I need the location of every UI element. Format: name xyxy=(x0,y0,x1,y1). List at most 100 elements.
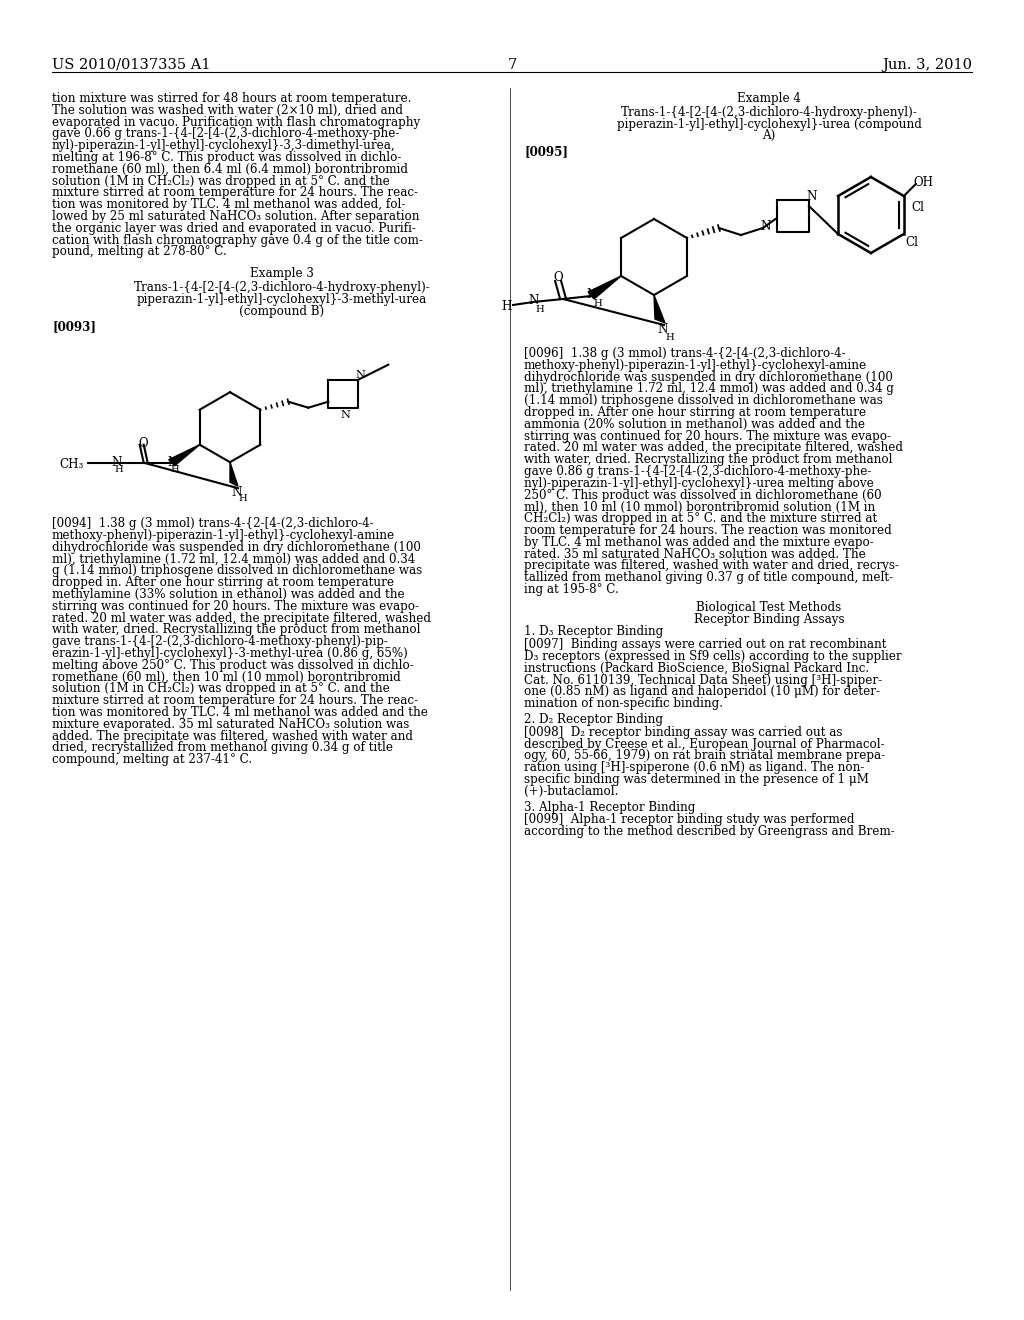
Text: tion was monitored by TLC. 4 ml methanol was added, fol-: tion was monitored by TLC. 4 ml methanol… xyxy=(52,198,406,211)
Text: piperazin-1-yl]-ethyl]-cyclohexyl}-3-methyl-urea: piperazin-1-yl]-ethyl]-cyclohexyl}-3-met… xyxy=(137,293,427,306)
Text: Example 4: Example 4 xyxy=(737,92,801,106)
Text: gave 0.66 g trans-1-{4-[2-[4-(2,3-dichloro-4-methoxy-phe-: gave 0.66 g trans-1-{4-[2-[4-(2,3-dichlo… xyxy=(52,128,399,140)
Text: dropped in. After one hour stirring at room temperature: dropped in. After one hour stirring at r… xyxy=(52,577,394,589)
Text: [0098]  D₂ receptor binding assay was carried out as: [0098] D₂ receptor binding assay was car… xyxy=(524,726,843,739)
Text: cation with flash chromatography gave 0.4 g of the title com-: cation with flash chromatography gave 0.… xyxy=(52,234,423,247)
Text: (+)-butaclamol.: (+)-butaclamol. xyxy=(524,785,618,797)
Text: methoxy-phenyl)-piperazin-1-yl]-ethyl}-cyclohexyl-amine: methoxy-phenyl)-piperazin-1-yl]-ethyl}-c… xyxy=(52,529,395,543)
Text: [0093]: [0093] xyxy=(52,321,96,334)
Text: ration using [³H]-spiperone (0.6 nM) as ligand. The non-: ration using [³H]-spiperone (0.6 nM) as … xyxy=(524,762,864,775)
Text: compound, melting at 237-41° C.: compound, melting at 237-41° C. xyxy=(52,754,252,766)
Text: [0095]: [0095] xyxy=(524,145,568,158)
Text: N: N xyxy=(586,288,597,301)
Text: Cat. No. 6110139, Technical Data Sheet) using [³H]-spiper-: Cat. No. 6110139, Technical Data Sheet) … xyxy=(524,673,882,686)
Text: erazin-1-yl]-ethyl]-cyclohexyl}-3-methyl-urea (0.86 g, 65%): erazin-1-yl]-ethyl]-cyclohexyl}-3-methyl… xyxy=(52,647,408,660)
Text: mination of non-specific binding.: mination of non-specific binding. xyxy=(524,697,723,710)
Text: methoxy-phenyl)-piperazin-1-yl]-ethyl}-cyclohexyl-amine: methoxy-phenyl)-piperazin-1-yl]-ethyl}-c… xyxy=(524,359,867,372)
Text: methylamine (33% solution in ethanol) was added and the: methylamine (33% solution in ethanol) wa… xyxy=(52,587,404,601)
Text: Cl: Cl xyxy=(911,201,925,214)
Text: rated. 20 ml water was added, the precipitate filtered, washed: rated. 20 ml water was added, the precip… xyxy=(52,611,431,624)
Text: OH: OH xyxy=(913,176,934,189)
Text: described by Creese et al., European Journal of Pharmacol-: described by Creese et al., European Jou… xyxy=(524,738,885,751)
Text: with water, dried. Recrystallizing the product from methanol: with water, dried. Recrystallizing the p… xyxy=(52,623,421,636)
Text: piperazin-1-yl]-ethyl]-cyclohexyl}-urea (compound: piperazin-1-yl]-ethyl]-cyclohexyl}-urea … xyxy=(616,117,922,131)
Text: solution (1M in CH₂Cl₂) was dropped in at 5° C. and the: solution (1M in CH₂Cl₂) was dropped in a… xyxy=(52,682,390,696)
Polygon shape xyxy=(169,445,200,466)
Text: N: N xyxy=(528,294,539,308)
Text: dihydrochloride was suspended in dry dichloromethane (100: dihydrochloride was suspended in dry dic… xyxy=(52,541,421,554)
Text: lowed by 25 ml saturated NaHCO₃ solution. After separation: lowed by 25 ml saturated NaHCO₃ solution… xyxy=(52,210,420,223)
Text: H: H xyxy=(238,494,247,503)
Text: romethane (60 ml), then 6.4 ml (6.4 mmol) borontribromid: romethane (60 ml), then 6.4 ml (6.4 mmol… xyxy=(52,162,408,176)
Text: dropped in. After one hour stirring at room temperature: dropped in. After one hour stirring at r… xyxy=(524,407,866,418)
Text: Jun. 3, 2010: Jun. 3, 2010 xyxy=(882,58,972,73)
Text: melting above 250° C. This product was dissolved in dichlo-: melting above 250° C. This product was d… xyxy=(52,659,414,672)
Text: instructions (Packard BioScience, BioSignal Packard Inc.: instructions (Packard BioScience, BioSig… xyxy=(524,661,869,675)
Text: H: H xyxy=(115,465,124,474)
Text: H: H xyxy=(665,333,674,342)
Text: ml), triethylamine (1.72 ml, 12.4 mmol) was added and 0.34: ml), triethylamine (1.72 ml, 12.4 mmol) … xyxy=(52,553,416,565)
Text: ml), then 10 ml (10 mmol) borontribromid solution (1M in: ml), then 10 ml (10 mmol) borontribromid… xyxy=(524,500,876,513)
Text: 3. Alpha-1 Receptor Binding: 3. Alpha-1 Receptor Binding xyxy=(524,801,695,813)
Text: mixture stirred at room temperature for 24 hours. The reac-: mixture stirred at room temperature for … xyxy=(52,694,418,708)
Text: N: N xyxy=(761,220,771,234)
Text: Trans-1-{4-[2-[4-(2,3-dichloro-4-hydroxy-phenyl)-: Trans-1-{4-[2-[4-(2,3-dichloro-4-hydroxy… xyxy=(621,106,918,119)
Text: CH₂Cl₂) was dropped in at 5° C. and the mixture stirred at: CH₂Cl₂) was dropped in at 5° C. and the … xyxy=(524,512,878,525)
Text: O: O xyxy=(553,271,563,284)
Text: tion mixture was stirred for 48 hours at room temperature.: tion mixture was stirred for 48 hours at… xyxy=(52,92,412,106)
Text: [0094]  1.38 g (3 mmol) trans-4-{2-[4-(2,3-dichloro-4-: [0094] 1.38 g (3 mmol) trans-4-{2-[4-(2,… xyxy=(52,517,374,531)
Text: the organic layer was dried and evaporated in vacuo. Purifi-: the organic layer was dried and evaporat… xyxy=(52,222,416,235)
Text: nyl)-piperazin-1-yl]-ethyl]-cyclohexyl}-3,3-dimethyl-urea,: nyl)-piperazin-1-yl]-ethyl]-cyclohexyl}-… xyxy=(52,139,395,152)
Text: H: H xyxy=(593,300,602,308)
Text: evaporated in vacuo. Purification with flash chromatography: evaporated in vacuo. Purification with f… xyxy=(52,116,420,128)
Text: (compound B): (compound B) xyxy=(240,305,325,318)
Text: dihydrochloride was suspended in dry dichloromethane (100: dihydrochloride was suspended in dry dic… xyxy=(524,371,893,384)
Text: Trans-1-{4-[2-[4-(2,3-dichloro-4-hydroxy-phenyl)-: Trans-1-{4-[2-[4-(2,3-dichloro-4-hydroxy… xyxy=(133,281,430,294)
Text: mixture stirred at room temperature for 24 hours. The reac-: mixture stirred at room temperature for … xyxy=(52,186,418,199)
Text: A): A) xyxy=(763,129,775,143)
Text: 250° C. This product was dissolved in dichloromethane (60: 250° C. This product was dissolved in di… xyxy=(524,488,882,502)
Text: [0099]  Alpha-1 receptor binding study was performed: [0099] Alpha-1 receptor binding study wa… xyxy=(524,813,854,826)
Text: O: O xyxy=(138,437,148,450)
Text: by TLC. 4 ml methanol was added and the mixture evapo-: by TLC. 4 ml methanol was added and the … xyxy=(524,536,873,549)
Text: with water, dried. Recrystallizing the product from methanol: with water, dried. Recrystallizing the p… xyxy=(524,453,893,466)
Text: ogy, 60, 55-66, 1979) on rat brain striatal membrane prepa-: ogy, 60, 55-66, 1979) on rat brain stria… xyxy=(524,750,885,763)
Text: N: N xyxy=(112,455,122,469)
Text: ing at 195-8° C.: ing at 195-8° C. xyxy=(524,583,618,597)
Polygon shape xyxy=(654,294,665,323)
Text: rated. 35 ml saturated NaHCO₃ solution was added. The: rated. 35 ml saturated NaHCO₃ solution w… xyxy=(524,548,865,561)
Text: gave 0.86 g trans-1-{4-[2-[4-(2,3-dichloro-4-methoxy-phe-: gave 0.86 g trans-1-{4-[2-[4-(2,3-dichlo… xyxy=(524,465,871,478)
Text: added. The precipitate was filtered, washed with water and: added. The precipitate was filtered, was… xyxy=(52,730,413,743)
Text: mixture evaporated. 35 ml saturated NaHCO₃ solution was: mixture evaporated. 35 ml saturated NaHC… xyxy=(52,718,410,731)
Text: according to the method described by Greengrass and Brem-: according to the method described by Gre… xyxy=(524,825,895,838)
Text: pound, melting at 278-80° C.: pound, melting at 278-80° C. xyxy=(52,246,226,259)
Text: Biological Test Methods: Biological Test Methods xyxy=(696,601,842,614)
Text: N: N xyxy=(168,455,178,469)
Text: CH₃: CH₃ xyxy=(59,458,84,471)
Text: tallized from methanol giving 0.37 g of title compound, melt-: tallized from methanol giving 0.37 g of … xyxy=(524,572,893,585)
Text: 7: 7 xyxy=(507,58,517,73)
Polygon shape xyxy=(230,462,238,486)
Text: one (0.85 nM) as ligand and haloperidol (10 μM) for deter-: one (0.85 nM) as ligand and haloperidol … xyxy=(524,685,880,698)
Text: US 2010/0137335 A1: US 2010/0137335 A1 xyxy=(52,58,211,73)
Text: room temperature for 24 hours. The reaction was monitored: room temperature for 24 hours. The react… xyxy=(524,524,892,537)
Text: (1.14 mmol) triphosgene dissolved in dichloromethane was: (1.14 mmol) triphosgene dissolved in dic… xyxy=(524,395,883,407)
Text: H: H xyxy=(501,300,511,313)
Text: nyl)-piperazin-1-yl]-ethyl]-cyclohexyl}-urea melting above: nyl)-piperazin-1-yl]-ethyl]-cyclohexyl}-… xyxy=(524,477,873,490)
Text: [0097]  Binding assays were carried out on rat recombinant: [0097] Binding assays were carried out o… xyxy=(524,638,887,651)
Text: g (1.14 mmol) triphosgene dissolved in dichloromethane was: g (1.14 mmol) triphosgene dissolved in d… xyxy=(52,565,422,577)
Text: rated. 20 ml water was added, the precipitate filtered, washed: rated. 20 ml water was added, the precip… xyxy=(524,441,903,454)
Text: The solution was washed with water (2×10 ml), dried and: The solution was washed with water (2×10… xyxy=(52,104,403,116)
Text: N: N xyxy=(231,486,242,499)
Text: romethane (60 ml), then 10 ml (10 mmol) borontribromid: romethane (60 ml), then 10 ml (10 mmol) … xyxy=(52,671,400,684)
Text: N: N xyxy=(340,409,350,420)
Text: solution (1M in CH₂Cl₂) was dropped in at 5° C. and the: solution (1M in CH₂Cl₂) was dropped in a… xyxy=(52,174,390,187)
Text: H: H xyxy=(171,465,179,474)
Text: stirring was continued for 20 hours. The mixture was evapo-: stirring was continued for 20 hours. The… xyxy=(524,429,891,442)
Text: gave trans-1-{4-[2-(2,3-dichloro-4-methoxy-phenyl)-pip-: gave trans-1-{4-[2-(2,3-dichloro-4-metho… xyxy=(52,635,388,648)
Text: dried, recrystallized from methanol giving 0.34 g of title: dried, recrystallized from methanol givi… xyxy=(52,742,393,755)
Text: 1. D₃ Receptor Binding: 1. D₃ Receptor Binding xyxy=(524,626,664,639)
Polygon shape xyxy=(588,276,622,300)
Text: Example 3: Example 3 xyxy=(250,267,314,280)
Text: H: H xyxy=(536,305,544,314)
